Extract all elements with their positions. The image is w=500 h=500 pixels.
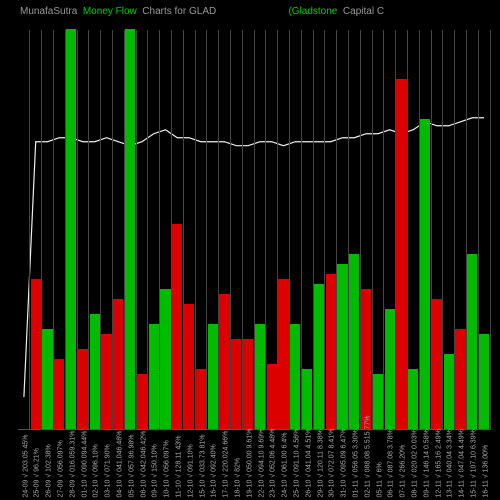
- volume-bar: [42, 329, 52, 429]
- x-axis-tick-label: 10-10 √ 056.097%: [164, 440, 171, 497]
- volume-bar: [160, 289, 170, 429]
- x-axis-tick-label: 02-11 √ 088.08 5.515.77%: [364, 416, 371, 498]
- volume-bar: [420, 119, 430, 429]
- x-axis-tick-label: 31-10 √ 095.09 6.47%: [341, 429, 348, 498]
- x-axis-tick-label: 18-10 √ 82%: [235, 458, 242, 498]
- x-axis-tick-label: 16-10 √ 092.40%: [211, 444, 218, 497]
- volume-bar: [78, 349, 88, 429]
- x-axis-tick-label: 15-11 √ 107.10 6.39%: [471, 429, 478, 497]
- volume-bar: [31, 279, 41, 429]
- volume-bar: [455, 329, 465, 429]
- volume-bar: [101, 334, 111, 429]
- volume-bar: [184, 304, 194, 429]
- x-axis-tick-label: 19-10 √ 050.00 9.61%: [246, 429, 253, 498]
- grid-line: [372, 30, 373, 430]
- title-segment: MunafaSutra: [20, 6, 77, 17]
- x-axis-tick-label: 15-10 √ 033.73 81%: [199, 435, 206, 498]
- volume-bar: [149, 324, 159, 429]
- chart-title: MunafaSutra Money Flow Charts for GLAD (…: [20, 6, 384, 17]
- x-axis-tick-label: 12-11 √ 165.16 2.49%: [435, 429, 442, 497]
- volume-bar: [172, 224, 182, 429]
- volume-bar: [113, 299, 123, 429]
- x-axis-tick-label: 17-10 √ 220.024.66%: [223, 431, 230, 498]
- x-axis-tick-label: 27-09 √ 056.097%: [58, 440, 65, 497]
- x-axis-tick-label: 12-10 √ 091.10%: [187, 444, 194, 497]
- volume-bar: [267, 364, 277, 429]
- x-axis-tick-label: 24-09 √ 203.05 45%: [22, 435, 29, 498]
- volume-bar: [54, 359, 64, 429]
- volume-bar: [349, 254, 359, 429]
- volume-bar: [408, 369, 418, 429]
- x-axis-tick-label: 04-10 √ 041.046.48%: [117, 431, 124, 498]
- volume-bar: [396, 79, 406, 429]
- x-axis-tick-label: 24-10 √ 061.00 6.4%: [282, 433, 289, 498]
- x-axis-tick-label: 02-10 √ 096.10%: [93, 444, 100, 497]
- volume-bar: [385, 309, 395, 429]
- volume-bar: [137, 374, 147, 429]
- x-axis-tick-label: 09-11 √ 146.14 0.58%: [423, 429, 430, 497]
- x-axis-tick-label: 08-10 √ 042.046.42%: [140, 431, 147, 498]
- x-axis-tick-label: 11-10 √ 128.11 43%: [176, 436, 183, 498]
- volume-bar: [314, 284, 324, 429]
- volume-bar: [231, 339, 241, 429]
- x-axis-tick-label: 05-10 √ 057.96.98%: [128, 435, 135, 498]
- volume-bar: [278, 279, 288, 429]
- x-axis-tick-label: 23-10 √ 052.06 4.48%: [270, 429, 277, 498]
- x-axis-tick-label: 08-11 √ 020.02 0.03%: [412, 429, 419, 497]
- x-axis-tick-label: 25-09 √ 96.21%: [34, 448, 41, 497]
- grid-line: [136, 30, 137, 430]
- volume-bar: [196, 369, 206, 429]
- volume-bar: [479, 334, 489, 429]
- volume-bar: [467, 254, 477, 429]
- title-segment: Capital C: [340, 6, 384, 17]
- x-axis-tick-label: 26-09 √ 102.38%: [46, 444, 53, 497]
- x-axis-tick-label: 25-10 √ 091.10 4.56%: [294, 429, 301, 498]
- volume-bar: [326, 274, 336, 429]
- x-axis-tick-label: 06-11 √ 087.08 3.78%: [388, 429, 395, 497]
- title-segment: Charts for GLAD: [142, 6, 216, 17]
- title-segment: (Gladstone: [216, 6, 340, 17]
- grid-line: [490, 30, 491, 430]
- volume-bar: [432, 299, 442, 429]
- volume-bar: [219, 294, 229, 429]
- volume-bar: [243, 339, 253, 429]
- x-axis-tick-label: 14-11 √ 047.04 4.49%: [459, 429, 466, 497]
- volume-bar: [90, 314, 100, 429]
- chart-plot-area: [18, 30, 490, 430]
- x-axis-tick-label: 22-10 √ 094.10 9.69%: [258, 429, 265, 498]
- x-axis-tick-label: 03-10 √ 071.90%: [105, 444, 112, 497]
- volume-bar: [290, 324, 300, 429]
- volume-bar: [208, 324, 218, 429]
- x-axis-tick-label: 30-10 √ 072.07 8.41%: [329, 429, 336, 498]
- volume-bar: [373, 374, 383, 429]
- x-axis-tick-label: 07-11 √ 266.20%: [400, 445, 407, 498]
- x-axis-tick-label: 13-11 √ 040.04 3.34%: [447, 429, 454, 497]
- x-axis-tick-label: 29-10 √ 120.11 8.38%: [317, 429, 324, 497]
- x-axis-tick-label: 01-10 √ 090.094.44%: [81, 431, 88, 498]
- x-axis-tick-label: 28-09 √ 016.059.31%: [69, 431, 76, 498]
- x-axis-tick-label: 05-11 √ 6%: [376, 462, 383, 497]
- x-axis-tick-label: 01-11 √ 056.05 3.30%: [353, 429, 360, 497]
- volume-bar: [255, 324, 265, 429]
- x-axis-tick-label: 16-11 √ 136.00%: [482, 445, 489, 498]
- x-axis-tick-label: 26-10 √ 041.04 4.51%: [305, 429, 312, 498]
- volume-bar: [66, 29, 76, 429]
- x-axis-tick-label: 09-10 √ 150.10%: [152, 444, 159, 497]
- volume-bar: [125, 29, 135, 429]
- volume-bar: [444, 354, 454, 429]
- title-segment: Money Flow: [77, 6, 142, 17]
- volume-bar: [302, 369, 312, 429]
- volume-bar: [337, 264, 347, 429]
- volume-bar: [361, 289, 371, 429]
